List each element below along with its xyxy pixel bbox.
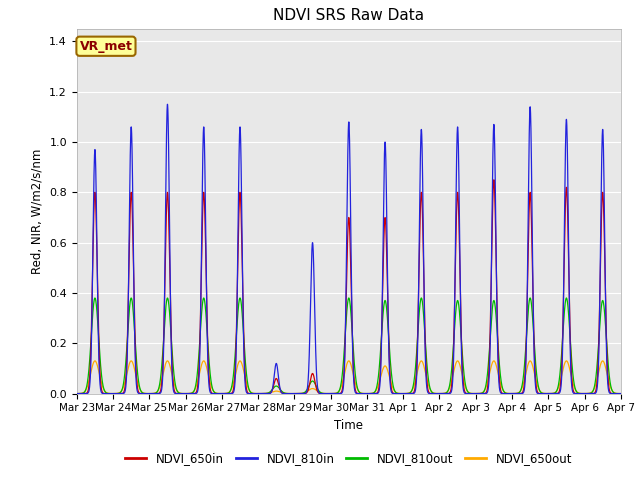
Y-axis label: Red, NIR, W/m2/s/nm: Red, NIR, W/m2/s/nm	[31, 148, 44, 274]
Legend: NDVI_650in, NDVI_810in, NDVI_810out, NDVI_650out: NDVI_650in, NDVI_810in, NDVI_810out, NDV…	[120, 447, 577, 469]
Text: VR_met: VR_met	[79, 40, 132, 53]
X-axis label: Time: Time	[334, 419, 364, 432]
Title: NDVI SRS Raw Data: NDVI SRS Raw Data	[273, 9, 424, 24]
